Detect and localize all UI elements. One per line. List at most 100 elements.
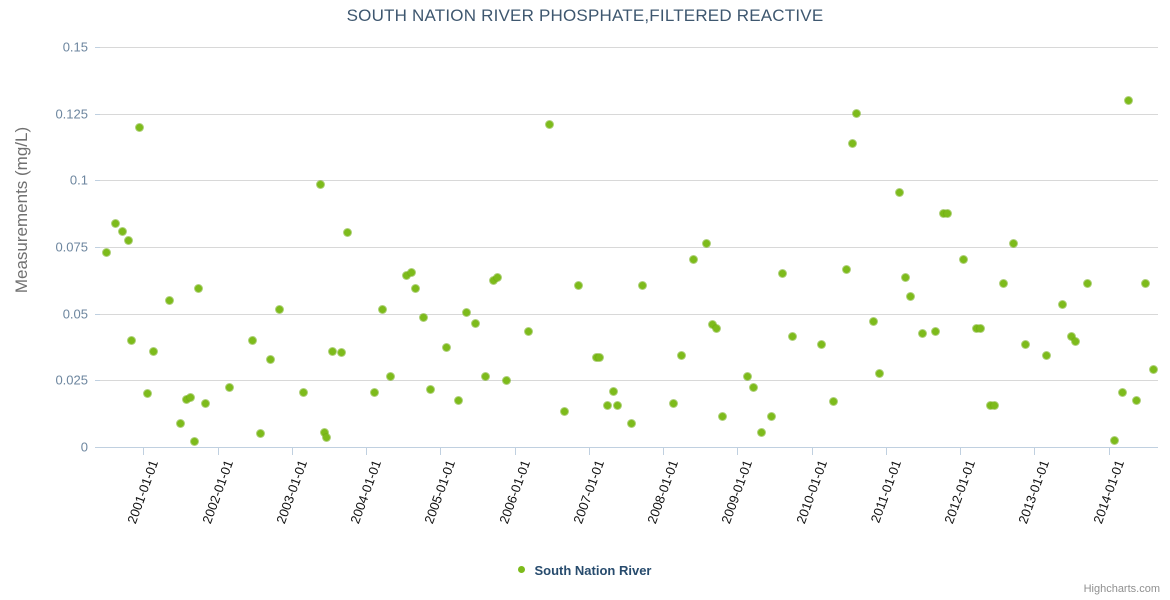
data-point[interactable] [999,279,1007,287]
data-point[interactable] [991,402,999,410]
data-point[interactable] [443,343,451,351]
data-point[interactable] [119,227,127,235]
data-point[interactable] [524,327,532,335]
data-point[interactable] [709,320,717,328]
data-point[interactable] [628,419,636,427]
data-point[interactable] [166,296,174,304]
data-point[interactable] [201,399,209,407]
data-point[interactable] [316,180,324,188]
data-point[interactable] [427,386,435,394]
data-point[interactable] [1059,300,1067,308]
data-point[interactable] [818,340,826,348]
data-point[interactable] [337,348,345,356]
data-point[interactable] [853,110,861,118]
data-point[interactable] [343,228,351,236]
data-point[interactable] [669,399,677,407]
data-point[interactable] [842,266,850,274]
data-point[interactable] [944,210,952,218]
data-point[interactable] [1118,388,1126,396]
data-point[interactable] [1084,279,1092,287]
data-point[interactable] [638,282,646,290]
data-point[interactable] [143,390,151,398]
data-point[interactable] [248,336,256,344]
data-point[interactable] [690,255,698,263]
data-point[interactable] [370,388,378,396]
data-point[interactable] [1125,96,1133,104]
data-point[interactable] [574,282,582,290]
data-point[interactable] [876,370,884,378]
data-point[interactable] [257,430,265,438]
data-point[interactable] [931,327,939,335]
data-point[interactable] [987,402,995,410]
data-point[interactable] [1141,279,1149,287]
data-point[interactable] [322,434,330,442]
data-point[interactable] [111,219,119,227]
data-point[interactable] [490,276,498,284]
data-point[interactable] [758,428,766,436]
data-point[interactable] [494,274,502,282]
data-point[interactable] [1022,340,1030,348]
data-point[interactable] [603,402,611,410]
data-point[interactable] [127,336,135,344]
data-point[interactable] [560,407,568,415]
data-point[interactable] [613,402,621,410]
data-point[interactable] [183,395,191,403]
data-point[interactable] [412,284,420,292]
data-point[interactable] [972,324,980,332]
data-point[interactable] [1133,396,1141,404]
data-point[interactable] [749,383,757,391]
data-point[interactable] [407,268,415,276]
data-point[interactable] [150,347,158,355]
data-point[interactable] [595,354,603,362]
data-point[interactable] [678,351,686,359]
data-point[interactable] [830,398,838,406]
data-point[interactable] [300,388,308,396]
data-point[interactable] [267,355,275,363]
legend-item-south-nation-river[interactable]: South Nation River [518,562,652,578]
data-point[interactable] [275,306,283,314]
data-point[interactable] [702,239,710,247]
data-point[interactable] [902,274,910,282]
data-point[interactable] [789,332,797,340]
data-point[interactable] [226,383,234,391]
data-point[interactable] [976,324,984,332]
data-point[interactable] [481,372,489,380]
data-point[interactable] [135,123,143,131]
data-point[interactable] [778,270,786,278]
data-point[interactable] [387,372,395,380]
data-point[interactable] [713,324,720,332]
data-point[interactable] [545,120,553,128]
data-point[interactable] [420,314,428,322]
data-point[interactable] [1150,366,1158,374]
data-point[interactable] [960,255,968,263]
credits-label[interactable]: Highcharts.com [1083,583,1160,595]
data-point[interactable] [378,306,386,314]
data-point[interactable] [186,394,194,402]
data-point[interactable] [848,139,856,147]
data-point[interactable] [609,387,617,395]
data-point[interactable] [191,438,199,446]
data-point[interactable] [768,412,776,420]
data-point[interactable] [744,372,752,380]
data-point[interactable] [195,284,203,292]
data-point[interactable] [939,210,947,218]
data-point[interactable] [1009,239,1017,247]
data-point[interactable] [906,292,914,300]
data-point[interactable] [1071,338,1079,346]
data-point[interactable] [176,419,184,427]
data-point[interactable] [1111,436,1119,444]
data-point[interactable] [1067,332,1075,340]
data-point[interactable] [403,271,411,279]
data-point[interactable] [719,412,727,420]
data-point[interactable] [320,428,328,436]
data-point[interactable] [1042,351,1050,359]
data-point[interactable] [125,236,133,244]
data-point[interactable] [329,347,337,355]
data-point[interactable] [502,376,510,384]
data-point[interactable] [919,330,927,338]
data-point[interactable] [471,319,479,327]
data-point[interactable] [463,308,471,316]
data-point[interactable] [102,248,110,256]
data-point[interactable] [455,396,463,404]
data-point[interactable] [896,188,904,196]
